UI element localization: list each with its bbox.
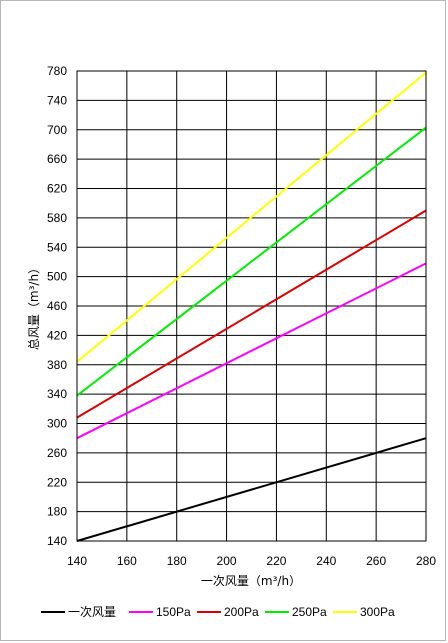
series-line-2 [76, 209, 427, 419]
y-tick-label: 380 [47, 358, 67, 372]
y-tick-label: 740 [47, 93, 67, 107]
x-tick-labels: 140 160 180 200 220 240 260 280 [67, 554, 436, 568]
y-tick-label: 220 [47, 475, 67, 489]
plot-area-border [76, 70, 427, 542]
y-tick-label: 660 [47, 152, 67, 166]
legend-label: 200Pa [224, 605, 259, 619]
x-tick-label: 160 [117, 554, 137, 568]
y-tick-label: 180 [47, 505, 67, 519]
y-tick-label: 340 [47, 387, 67, 401]
y-tick-label: 500 [47, 270, 67, 284]
y-axis-title: 总风量（m³/h） [27, 262, 41, 350]
legend-label: 300Pa [360, 605, 395, 619]
x-tick-label: 220 [266, 554, 286, 568]
x-tick-label: 260 [366, 554, 386, 568]
x-tick-label: 180 [167, 554, 187, 568]
x-tick-label: 140 [67, 554, 87, 568]
grid-lines [76, 70, 427, 542]
legend: 一次风量 150Pa 200Pa 250Pa 300Pa [41, 605, 395, 619]
y-tick-label: 260 [47, 446, 67, 460]
legend-label: 一次风量 [68, 605, 116, 619]
series-line-4 [76, 71, 427, 363]
y-tick-label: 580 [47, 211, 67, 225]
y-tick-label: 300 [47, 417, 67, 431]
x-tick-label: 240 [316, 554, 336, 568]
y-tick-label: 620 [47, 182, 67, 196]
y-tick-label: 420 [47, 328, 67, 342]
x-tick-label: 200 [217, 554, 237, 568]
y-tick-label: 700 [47, 123, 67, 137]
series-lines [76, 71, 427, 542]
y-tick-label: 140 [47, 534, 67, 548]
legend-label: 150Pa [156, 605, 191, 619]
y-tick-label: 540 [47, 240, 67, 254]
y-tick-label: 460 [47, 299, 67, 313]
x-axis-title: 一次风量（m³/h） [201, 574, 301, 588]
x-tick-label: 280 [416, 554, 436, 568]
series-line-1 [76, 262, 427, 440]
y-tick-label: 780 [47, 64, 67, 78]
series-line-3 [76, 126, 427, 397]
y-tick-labels: 140 180 220 260 300 340 380 420 460 500 540 580 620 6… [47, 64, 67, 548]
series-line-0 [76, 437, 427, 542]
legend-label: 250Pa [292, 605, 327, 619]
